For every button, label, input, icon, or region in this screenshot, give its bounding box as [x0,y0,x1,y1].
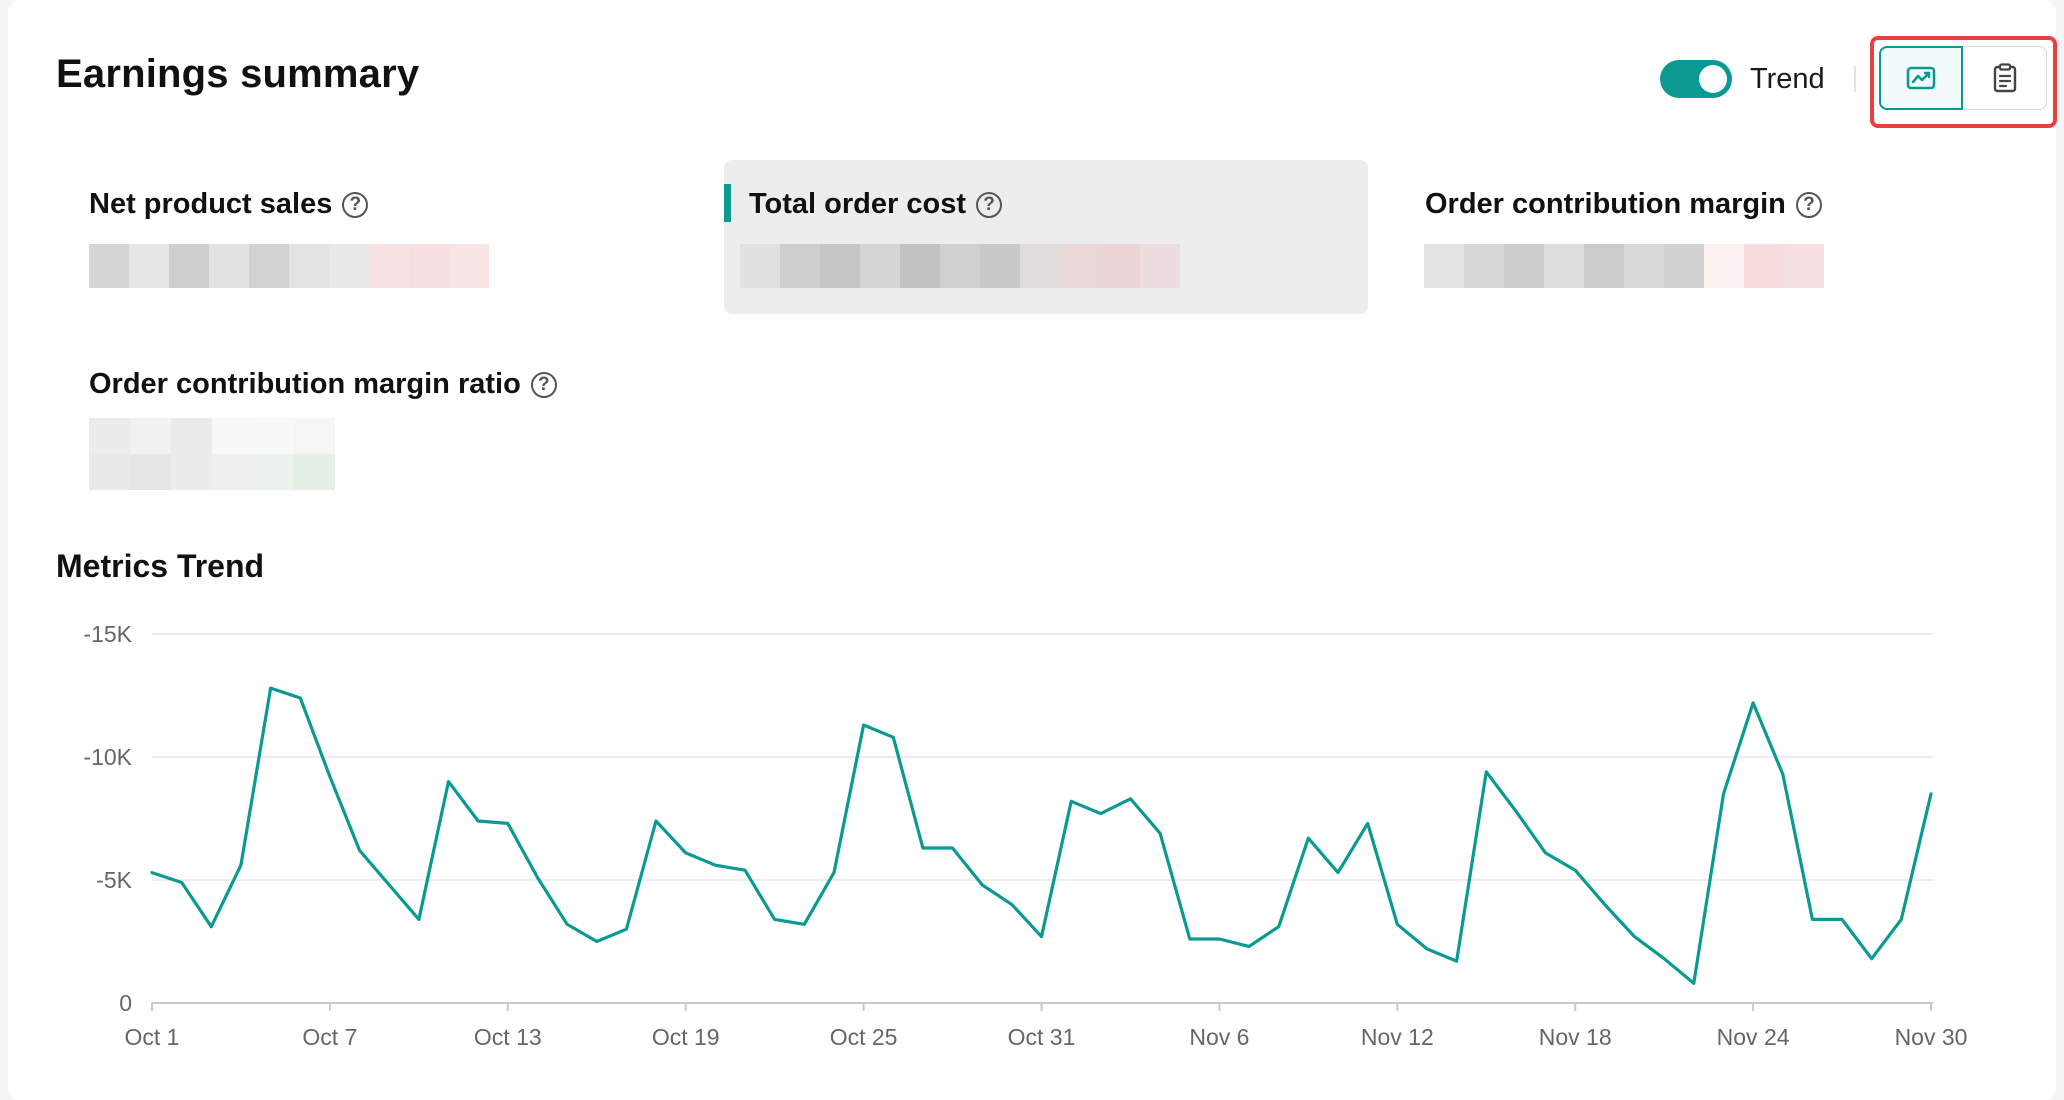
metric-label-text: Order contribution margin ratio [89,368,521,400]
metric-label-text: Net product sales [89,188,333,220]
blurred-value [1424,244,1824,288]
x-tick-label: Nov 24 [1717,1024,1790,1050]
help-icon[interactable]: ? [530,371,557,398]
y-tick-label: 0 [119,990,132,1016]
selected-indicator [724,184,731,222]
trend-toggle-group: Trend [1660,60,1825,98]
metric-net-product-sales[interactable]: Net product sales ? [64,160,684,314]
metric-label: Net product sales ? [89,188,369,221]
x-tick-label: Nov 6 [1189,1024,1249,1050]
metrics-trend-chart: -15K -10K -5K 0 Oct 1 Oct 7 Oct 13 Oct 19 Oct 25… [83,621,1968,1050]
metric-label-text: Order contribution margin [1425,188,1786,220]
trend-toggle-label: Trend [1750,62,1825,95]
trend-chart-icon [1906,66,1936,90]
metric-order-contribution-margin-ratio[interactable]: Order contribution margin ratio ? [64,340,684,494]
y-tick-label: -15K [83,621,132,647]
metric-total-order-cost[interactable]: Total order cost ? [724,160,1368,314]
metrics-trend-title: Metrics Trend [56,548,265,584]
x-tick-label: Oct 1 [125,1024,180,1050]
highlight-annotation [1870,36,2057,128]
chart-view-button[interactable] [1879,46,1963,110]
y-tick-label: -10K [83,744,132,770]
x-tick-label: Oct 19 [652,1024,720,1050]
earnings-summary-card: Earnings summary Trend [8,0,2057,1100]
x-tick-label: Oct 31 [1008,1024,1076,1050]
divider [1854,66,1856,92]
metric-label: Order contribution margin ? [1425,188,1822,221]
trend-toggle[interactable] [1660,60,1732,98]
help-icon[interactable]: ? [1795,191,1822,218]
page-title: Earnings summary [56,52,420,96]
metric-label: Order contribution margin ratio ? [89,368,557,401]
x-tick-label: Oct 13 [474,1024,542,1050]
metric-label: Total order cost ? [749,188,1002,221]
view-switch [1879,46,2047,110]
help-icon[interactable]: ? [976,191,1002,218]
x-tick-label: Nov 12 [1361,1024,1434,1050]
x-tick-label: Nov 30 [1895,1024,1968,1050]
x-tick-label: Nov 18 [1539,1024,1612,1050]
x-tick-label: Oct 7 [302,1024,357,1050]
x-tick-label: Oct 25 [830,1024,898,1050]
table-view-button[interactable] [1963,46,2047,110]
toggle-knob [1699,65,1727,93]
help-icon[interactable]: ? [342,191,369,218]
y-tick-label: -5K [96,867,132,893]
blurred-value [89,244,489,288]
metric-order-contribution-margin[interactable]: Order contribution margin ? [1400,160,2020,314]
blurred-value [740,244,1180,288]
metric-label-text: Total order cost [749,188,966,220]
series-line [150,686,1933,985]
blurred-value [89,418,335,490]
clipboard-list-icon [1993,63,2017,93]
